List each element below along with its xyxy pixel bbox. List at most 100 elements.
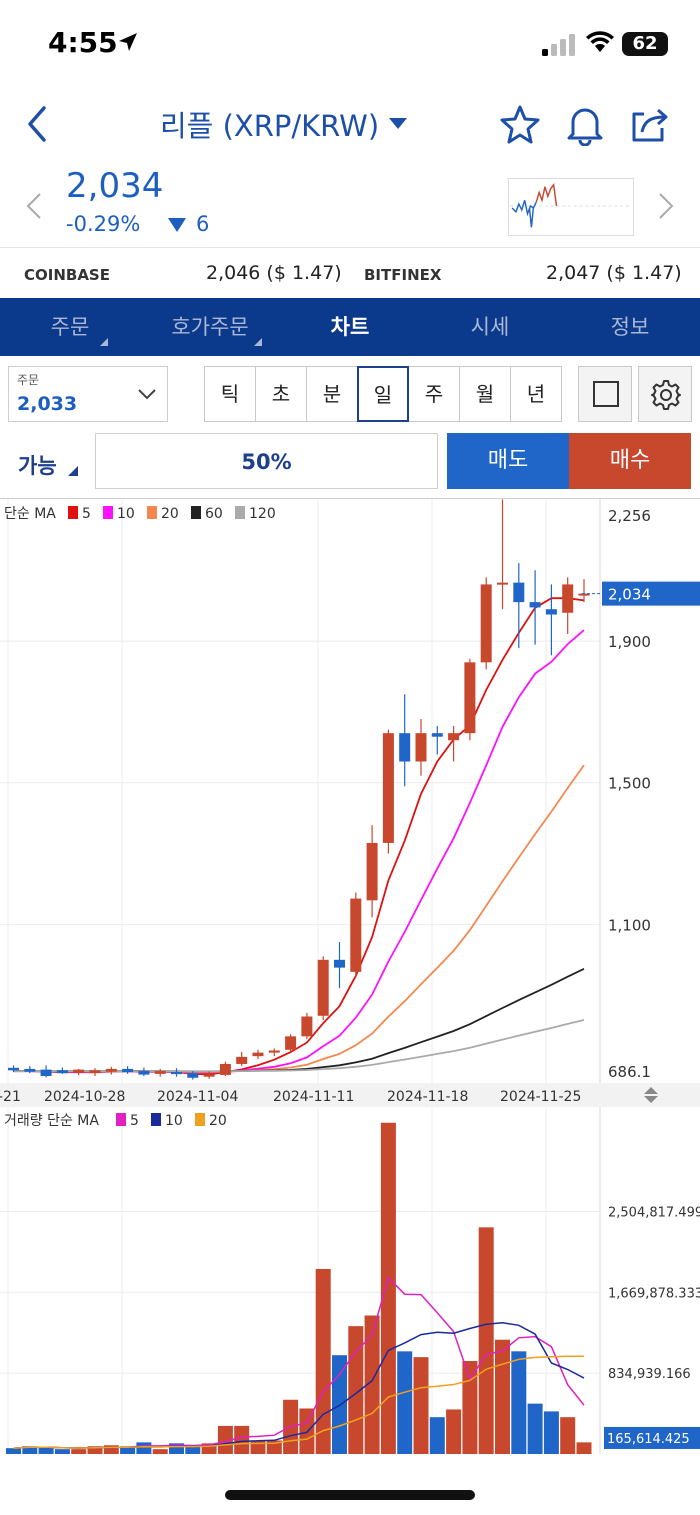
period-week-button[interactable]: 주	[408, 366, 460, 422]
candle-body	[236, 1056, 248, 1064]
back-button[interactable]	[18, 102, 58, 146]
market-selector[interactable]: 리플 (XRP/KRW)	[160, 104, 408, 144]
volume-bar	[364, 1315, 380, 1454]
candle-body	[529, 602, 541, 608]
chevron-right-icon[interactable]	[656, 190, 676, 222]
tab-orderbook-order[interactable]: 호가주문	[140, 298, 280, 356]
candle-body	[382, 733, 394, 843]
ma-legend-label: 단순 MA	[4, 506, 56, 522]
chevron-left-icon[interactable]	[24, 190, 44, 222]
header: 리플 (XRP/KRW)	[0, 90, 700, 160]
tab-label: 주문	[50, 315, 90, 339]
volume-bar	[136, 1442, 152, 1454]
ma-line-10	[13, 629, 585, 1074]
period-year-button[interactable]: 년	[510, 366, 562, 422]
candle-body	[138, 1071, 150, 1075]
candle-body	[105, 1068, 117, 1072]
period-second-button[interactable]: 초	[255, 366, 307, 422]
candle-body	[187, 1073, 199, 1078]
volume-bar	[120, 1446, 136, 1454]
volume-bar	[495, 1339, 510, 1454]
volume-bar	[315, 1269, 331, 1454]
volume-bar	[429, 1417, 445, 1454]
chart-controls: 주문 2,033 틱 초 분 일 주 월 년	[0, 356, 700, 430]
home-indicator[interactable]	[225, 1490, 475, 1500]
fullscreen-button[interactable]	[578, 366, 632, 422]
period-minute-button[interactable]: 분	[306, 366, 358, 422]
tab-info[interactable]: 정보	[560, 298, 700, 356]
candle-body	[448, 733, 460, 741]
candle-body	[366, 842, 378, 901]
ma-legend-period: 20	[161, 506, 179, 522]
candle-body	[334, 959, 345, 968]
volume-bar	[71, 1449, 87, 1454]
mini-sparkline-chart	[508, 178, 634, 236]
period-tick-button[interactable]: 틱	[204, 366, 256, 422]
volume-legend-swatch	[195, 1113, 205, 1126]
price-axis-tick: 1,500	[608, 775, 651, 793]
candle-body	[268, 1050, 280, 1053]
period-day-button[interactable]: 일	[357, 366, 409, 422]
ma-line-20	[13, 764, 585, 1074]
chart-settings-button[interactable]	[638, 366, 692, 422]
tab-label: 정보	[610, 315, 650, 339]
current-price: 2,034	[66, 166, 164, 206]
ma-legend-swatch	[191, 506, 201, 519]
share-icon[interactable]	[628, 102, 672, 146]
buy-button[interactable]: 매수	[569, 433, 691, 489]
exchange-name: BITFINEX	[364, 266, 442, 284]
date-axis-tick: 2024-11-18	[387, 1089, 468, 1105]
available-selector[interactable]: 가능	[18, 454, 57, 478]
current-volume-label-bg	[604, 1426, 700, 1449]
date-axis-band	[0, 1083, 700, 1107]
ma-legend-period: 120	[249, 506, 276, 522]
favorite-star-icon[interactable]	[498, 102, 542, 146]
price-axis-tick: 2,256	[608, 507, 651, 525]
period-month-button[interactable]: 월	[459, 366, 511, 422]
candle-body	[154, 1071, 166, 1074]
chart-canvas: 2,256 1,900 1,500 1,100 686.1 2,034 단순 MA 5 10 20…	[0, 499, 700, 1454]
chart-area[interactable]: 2,256 1,900 1,500 1,100 686.1 2,034 단순 MA 5 10 20…	[0, 498, 700, 1458]
candle-body	[73, 1069, 85, 1073]
order-price-select[interactable]: 주문 2,033	[8, 366, 168, 422]
ma-legend-swatch	[147, 506, 157, 519]
candle-body	[171, 1072, 182, 1075]
percent-selector[interactable]: 50%	[95, 433, 438, 489]
volume-bar	[38, 1447, 54, 1454]
date-axis-tick: 2024-10-28	[44, 1089, 125, 1105]
bell-icon[interactable]	[563, 102, 607, 146]
price-axis-tick: 686.1	[608, 1063, 651, 1081]
status-time: 4:55	[48, 26, 118, 59]
tab-chart[interactable]: 차트	[280, 298, 420, 356]
tab-bar: 주문 호가주문 차트 시세 정보	[0, 298, 700, 356]
caret-down-icon	[389, 118, 408, 129]
tab-label: 차트	[330, 315, 370, 339]
price-change-amount: 6	[196, 212, 210, 236]
candle-body	[431, 733, 443, 737]
current-price-label-bg	[602, 581, 700, 606]
candle-body	[415, 733, 427, 762]
sparkline-down-segment	[511, 200, 537, 217]
exchange-price: 2,046 ($ 1.47)	[206, 262, 342, 284]
volume-bar	[54, 1449, 70, 1454]
ma-legend-swatch	[235, 506, 245, 519]
tab-order[interactable]: 주문	[0, 298, 140, 356]
panel-resize-handle-icon	[644, 1087, 658, 1103]
ma-legend-period: 60	[205, 506, 223, 522]
square-icon	[593, 381, 619, 407]
volume-ma-line-20	[13, 1355, 585, 1449]
candle-body	[8, 1067, 19, 1071]
cellular-signal-icon	[542, 34, 575, 56]
gear-icon	[651, 380, 681, 410]
volume-bar	[152, 1449, 168, 1454]
volume-bar	[446, 1409, 462, 1454]
tab-quotes[interactable]: 시세	[420, 298, 560, 356]
submenu-indicator-icon	[100, 338, 108, 346]
volume-axis-tick: 1,669,878.333	[608, 1286, 700, 1301]
volume-bar	[217, 1425, 233, 1454]
volume-legend-period: 10	[165, 1113, 183, 1129]
date-axis-tick: -21	[0, 1089, 21, 1105]
sell-button[interactable]: 매도	[447, 433, 569, 489]
order-select-value: 2,033	[17, 393, 78, 415]
